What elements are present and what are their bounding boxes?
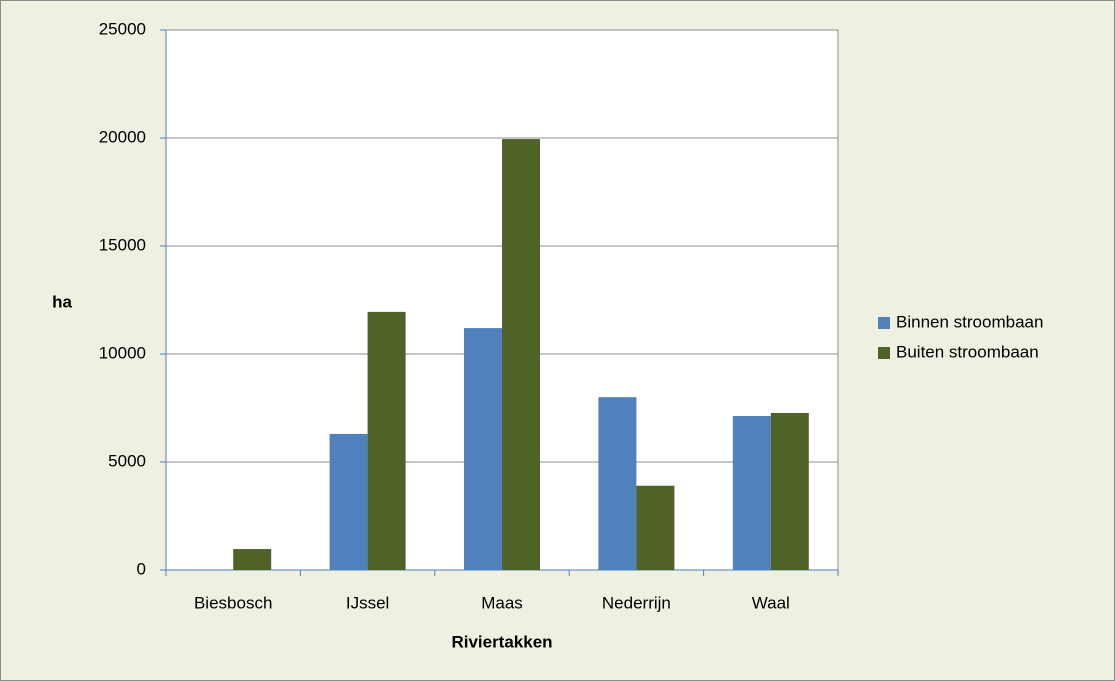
y-tick-label: 5000 bbox=[108, 451, 146, 470]
x-tick-label: Nederrijn bbox=[602, 593, 671, 612]
y-tick-label: 15000 bbox=[99, 235, 146, 254]
x-tick-label: IJssel bbox=[346, 593, 389, 612]
y-tick-label: 20000 bbox=[99, 127, 146, 146]
bar bbox=[367, 311, 406, 570]
legend-swatch bbox=[878, 347, 890, 359]
bar bbox=[636, 485, 675, 570]
x-tick-label: Maas bbox=[481, 593, 523, 612]
bar bbox=[233, 549, 272, 570]
bar bbox=[464, 328, 502, 570]
legend-label: Binnen stroombaan bbox=[896, 312, 1043, 331]
x-tick-label: Biesbosch bbox=[194, 593, 272, 612]
bar bbox=[502, 139, 540, 570]
bar bbox=[732, 415, 771, 570]
legend-swatch bbox=[878, 317, 890, 329]
legend-label: Buiten stroombaan bbox=[896, 342, 1039, 361]
x-axis-title: Riviertakken bbox=[451, 632, 552, 651]
bar bbox=[329, 433, 368, 570]
y-axis-title: ha bbox=[52, 292, 72, 311]
bar bbox=[598, 397, 637, 570]
x-tick-label: Waal bbox=[752, 593, 790, 612]
y-tick-label: 25000 bbox=[99, 19, 146, 38]
y-tick-label: 10000 bbox=[99, 343, 146, 362]
bar bbox=[770, 412, 809, 570]
y-tick-label: 0 bbox=[137, 559, 146, 578]
